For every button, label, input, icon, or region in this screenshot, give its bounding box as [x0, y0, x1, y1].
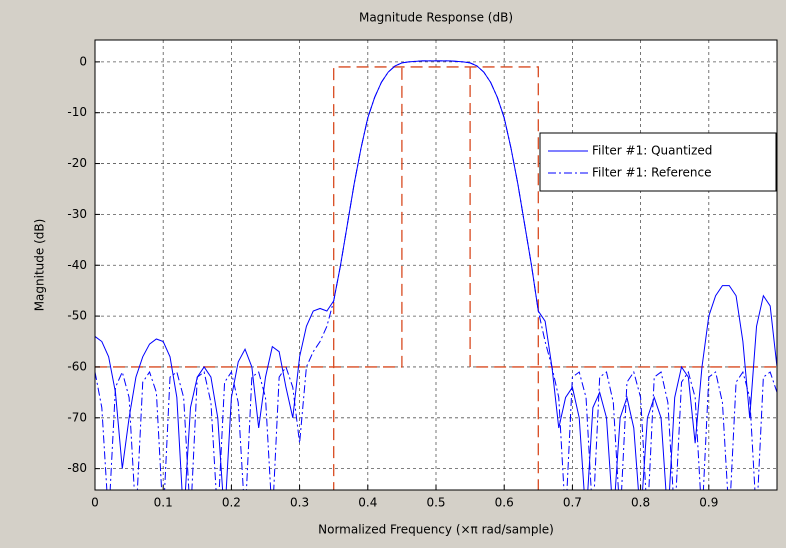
x-tick-label: 0.6 — [495, 496, 514, 510]
x-tick-label: 0.7 — [563, 496, 582, 510]
legend: Filter #1: Quantized Filter #1: Reference — [539, 132, 777, 192]
y-tick-label: -20 — [67, 156, 87, 170]
y-tick-label: -70 — [67, 410, 87, 424]
y-tick-label: -40 — [67, 258, 87, 272]
y-tick-label: 0 — [79, 54, 87, 68]
legend-label: Filter #1: Quantized — [592, 144, 712, 158]
x-tick-label: 0.3 — [290, 496, 309, 510]
y-tick-label: -60 — [67, 359, 87, 373]
x-axis-label: Normalized Frequency (×π rad/sample) — [318, 523, 554, 537]
y-tick-label: -50 — [67, 309, 87, 323]
y-tick-label: -80 — [67, 461, 87, 475]
y-axis-label: Magnitude (dB) — [33, 219, 47, 312]
legend-label: Filter #1: Reference — [592, 166, 712, 180]
x-tick-label: 0.4 — [358, 496, 377, 510]
x-tick-label: 0.5 — [426, 496, 445, 510]
grid — [94, 40, 777, 490]
x-tick-label: 0.8 — [631, 496, 650, 510]
legend-box — [539, 132, 777, 192]
plot-data — [95, 60, 777, 490]
series-line — [95, 60, 777, 490]
x-tick-label: 0.2 — [222, 496, 241, 510]
y-tick-label: -10 — [67, 105, 87, 119]
spec-mask — [95, 66, 777, 490]
x-tick-label: 0.1 — [154, 496, 173, 510]
chart-title: Magnitude Response (dB) — [359, 11, 513, 25]
x-tick-label: 0 — [91, 496, 99, 510]
x-tick-label: 0.9 — [699, 496, 718, 510]
y-tick-label: -30 — [67, 207, 87, 221]
